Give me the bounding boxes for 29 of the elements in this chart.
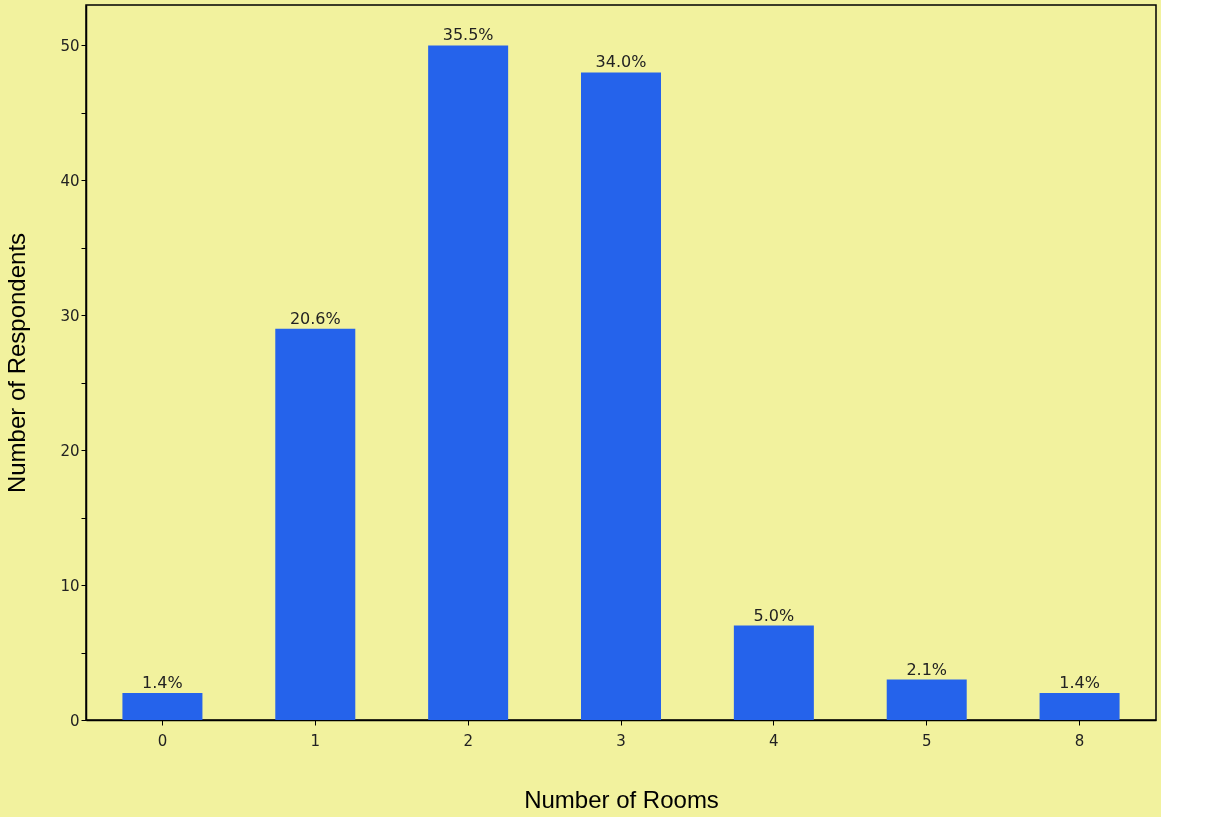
bar bbox=[886, 679, 967, 720]
y-axis-title: Number of Respondents bbox=[3, 232, 31, 494]
bar bbox=[581, 72, 661, 720]
x-tick-label: 2 bbox=[463, 731, 473, 750]
bar bbox=[733, 625, 814, 720]
annotation: 1.4% bbox=[142, 673, 183, 693]
x-tick-label: 8 bbox=[1074, 731, 1085, 750]
x-axis-title: Number of Rooms bbox=[524, 785, 719, 813]
bar bbox=[428, 45, 509, 720]
annotation: 35.5% bbox=[442, 25, 494, 45]
bar bbox=[122, 693, 203, 720]
y-tick-label: 50 bbox=[60, 36, 80, 55]
y-tick-label: 20 bbox=[60, 441, 80, 460]
annotation: 1.4% bbox=[1059, 673, 1100, 693]
bar bbox=[1039, 693, 1120, 720]
y-tick-label: 40 bbox=[60, 171, 80, 190]
x-tick-label: 0 bbox=[157, 731, 168, 750]
annotation: 2.1% bbox=[906, 659, 948, 679]
y-tick-label: 10 bbox=[60, 576, 80, 595]
annotation: 5.0% bbox=[753, 605, 795, 625]
y-tick-label: 0 bbox=[69, 711, 80, 730]
bar bbox=[275, 328, 356, 720]
x-tick-label: 5 bbox=[921, 731, 932, 750]
x-tick-label: 4 bbox=[769, 731, 779, 750]
annotation: 34.0% bbox=[595, 52, 647, 72]
x-tick-label: 3 bbox=[616, 731, 626, 750]
y-tick-label: 30 bbox=[60, 306, 80, 325]
x-tick-label: 1 bbox=[310, 731, 321, 750]
annotation: 20.6% bbox=[289, 308, 341, 328]
